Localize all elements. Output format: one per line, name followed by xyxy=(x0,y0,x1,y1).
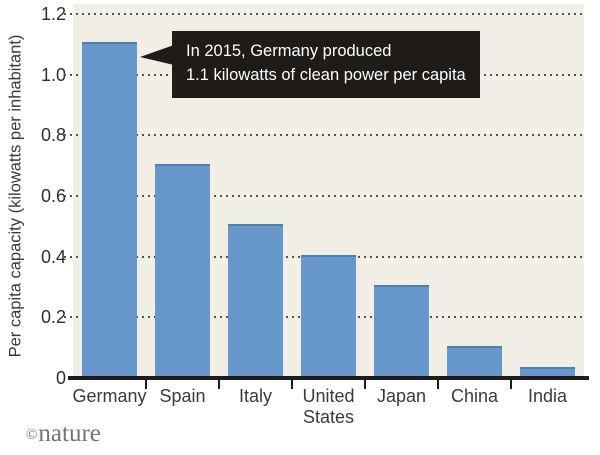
x-tick-label-china: China xyxy=(450,386,499,406)
x-tick-label-germany: Germany xyxy=(72,386,147,406)
annotation-line-1: In 2015, Germany produced xyxy=(186,42,392,60)
bar-italy xyxy=(228,224,283,376)
x-axis-tick xyxy=(145,380,147,389)
bar-united-states xyxy=(301,254,356,376)
x-axis-tick xyxy=(437,380,439,389)
x-axis-tick xyxy=(291,380,293,389)
y-tick-label: 0.6 xyxy=(40,186,66,206)
x-axis-line xyxy=(68,376,589,380)
source-credit: ©nature xyxy=(26,420,101,449)
bar-germany xyxy=(82,42,137,376)
x-tick-label-india: India xyxy=(527,386,568,406)
bar-china xyxy=(447,345,502,376)
bar-japan xyxy=(374,285,429,376)
annotation-callout: In 2015, Germany produced 1.1 kilowatts … xyxy=(172,31,480,98)
gridline-y-1.2 xyxy=(64,13,584,15)
x-axis-tick xyxy=(364,380,366,389)
x-tick-label-italy: Italy xyxy=(238,386,272,406)
x-tick-label-japan: Japan xyxy=(376,386,427,406)
bar-spain xyxy=(155,163,210,376)
bar-india xyxy=(520,366,575,376)
plot-area xyxy=(64,4,589,389)
y-tick-label: 0 xyxy=(55,368,66,388)
x-tick-label-united-states: United States xyxy=(302,386,355,427)
y-tick-label: 1.2 xyxy=(40,4,66,24)
source-name: nature xyxy=(38,420,101,447)
x-tick-label-spain: Spain xyxy=(159,386,206,406)
y-tick-label: 0.8 xyxy=(40,125,66,146)
x-axis-tick xyxy=(510,380,512,389)
y-tick-label: 0.4 xyxy=(40,246,66,267)
copyright-icon: © xyxy=(26,427,38,443)
x-axis-tick xyxy=(218,380,220,389)
gridline-y-0.8 xyxy=(64,134,584,137)
gridline-y-0.6 xyxy=(64,195,584,197)
annotation-pointer-arrow xyxy=(140,45,174,65)
y-axis-tick-labels: 0 0.2 0.4 0.6 0.8 1.0 1.2 xyxy=(0,4,66,388)
y-tick-label: 1.0 xyxy=(40,64,66,85)
y-tick-label: 0.2 xyxy=(40,307,66,328)
annotation-line-2: 1.1 kilowatts of clean power per capita xyxy=(186,65,466,84)
